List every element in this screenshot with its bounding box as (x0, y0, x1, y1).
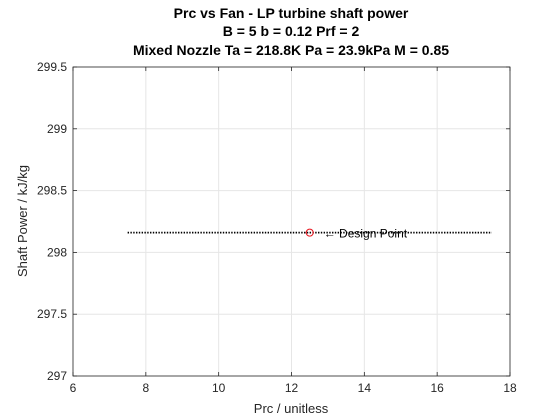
y-tick-label: 297 (47, 369, 67, 383)
x-tick-label: 10 (212, 381, 226, 395)
y-tick-label: 298 (47, 245, 67, 259)
y-tick-label: 299.5 (37, 60, 67, 74)
series-layer: ← Design Point (127, 227, 492, 241)
y-axis-label: Shaft Power / kJ/kg (15, 165, 30, 277)
chart-title-line-3: Mixed Nozzle Ta = 218.8K Pa = 23.9kPa M … (133, 42, 449, 58)
x-tick-label: 18 (503, 381, 517, 395)
chart-title-line-1: Prc vs Fan - LP turbine shaft power (174, 5, 409, 21)
y-tick-label: 298.5 (37, 184, 67, 198)
design-point-marker (305, 228, 314, 237)
chart-title-line-2: B = 5 b = 0.12 Prf = 2 (223, 23, 360, 39)
titles: Prc vs Fan - LP turbine shaft power B = … (133, 5, 449, 58)
design-point-label: ← Design Point (324, 227, 408, 241)
x-tick-label: 16 (430, 381, 444, 395)
y-tick-label: 297.5 (37, 307, 67, 321)
x-axis-label: Prc / unitless (254, 401, 329, 416)
x-tick-label: 8 (142, 381, 149, 395)
x-tick-label: 14 (358, 381, 372, 395)
y-tick-label: 299 (47, 122, 67, 136)
x-tick-label: 6 (70, 381, 77, 395)
x-tick-label: 12 (285, 381, 299, 395)
axis-ticks: 6 8 10 12 14 16 18 297 297.5 298 298.5 299 299.5 (37, 60, 517, 395)
plot-frame (72, 66, 511, 377)
